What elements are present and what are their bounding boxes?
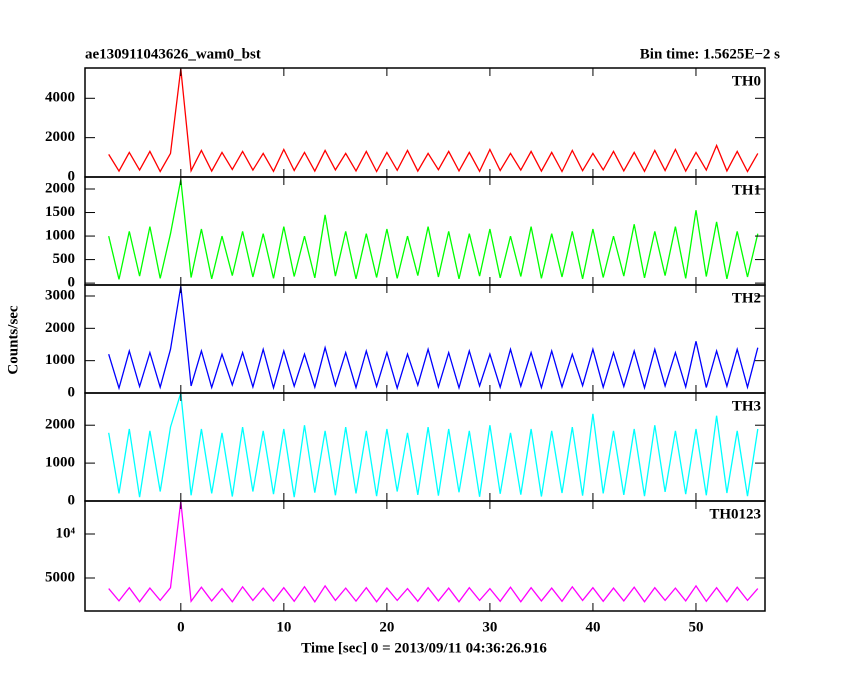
x-tick-label: 30 <box>482 619 497 635</box>
y-tick-label: 2000 <box>45 320 75 336</box>
x-tick-label: 0 <box>177 619 185 635</box>
series-line <box>108 501 759 604</box>
series-line <box>108 179 759 280</box>
series-line <box>108 392 759 498</box>
panel-label: TH0123 <box>709 506 761 522</box>
x-tick-label: 20 <box>379 619 394 635</box>
y-tick-label: 1000 <box>45 352 75 368</box>
y-tick-label: 0 <box>68 275 76 291</box>
chart-title: ae130911043626_wam0_bst <box>85 46 261 62</box>
x-tick-label: 10 <box>276 619 291 635</box>
x-axis-label: Time [sec] 0 = 2013/09/11 04:36:26.916 <box>301 640 547 656</box>
panel-label: TH3 <box>732 398 761 414</box>
series-line <box>108 68 759 173</box>
y-axis-label: Counts/sec <box>5 305 21 375</box>
y-tick-label: 0 <box>68 384 76 400</box>
y-tick-label: 2000 <box>45 129 75 145</box>
series-line <box>108 286 759 391</box>
y-tick-label: 1000 <box>45 455 75 471</box>
panel-label: TH1 <box>732 182 761 198</box>
y-tick-label: 10⁴ <box>56 525 76 541</box>
y-tick-label: 0 <box>68 492 76 508</box>
panel-label: TH2 <box>732 290 761 306</box>
y-tick-label: 2000 <box>45 180 75 196</box>
panel-frame <box>84 67 766 178</box>
y-tick-label: 4000 <box>45 90 75 106</box>
chart-subtitle: Bin time: 1.5625E−2 s <box>640 46 780 62</box>
y-tick-label: 0 <box>68 168 76 184</box>
y-tick-label: 5000 <box>45 569 75 585</box>
y-tick-label: 3000 <box>45 287 75 303</box>
x-tick-label: 40 <box>585 619 600 635</box>
panel-label: TH0 <box>732 73 761 89</box>
y-tick-label: 500 <box>53 251 76 267</box>
y-tick-label: 1500 <box>45 204 75 220</box>
y-tick-label: 2000 <box>45 417 75 433</box>
x-tick-label: 50 <box>688 619 703 635</box>
panel-frame <box>84 500 766 612</box>
y-tick-label: 1000 <box>45 227 75 243</box>
